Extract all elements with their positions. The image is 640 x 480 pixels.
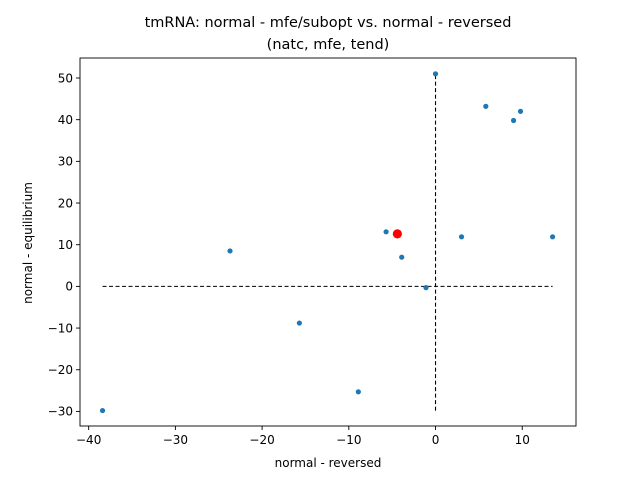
data-point-0 <box>99 407 106 414</box>
y-tick-label-3: 0 <box>65 280 73 294</box>
y-tick-label-6: 30 <box>58 155 73 169</box>
x-tick-label-3: −10 <box>336 433 361 447</box>
y-tick-label-5: 20 <box>58 196 73 210</box>
y-tick-label-7: 40 <box>58 113 73 127</box>
data-point-2 <box>296 320 302 326</box>
data-point-12 <box>549 234 556 240</box>
data-point-11 <box>517 108 524 114</box>
y-tick-label-1: −20 <box>48 363 73 377</box>
y-tick-label-4: 10 <box>58 238 73 252</box>
x-tick-label-5: 10 <box>515 433 530 447</box>
chart-title-line1: tmRNA: normal - mfe/subopt vs. normal - … <box>145 15 512 31</box>
y-tick-label-2: −10 <box>48 321 73 335</box>
x-tick-label-4: 0 <box>432 433 440 447</box>
chart-title-line2: (natc, mfe, tend) <box>267 37 390 53</box>
y-tick-label-0: −30 <box>48 405 73 419</box>
data-point-9 <box>483 103 489 109</box>
highlight-point-0 <box>392 229 402 239</box>
plot-frame <box>79 57 577 427</box>
x-tick-label-1: −30 <box>163 433 188 447</box>
x-tick-label-2: −20 <box>249 433 274 447</box>
y-tick-label-8: 50 <box>58 71 73 85</box>
data-point-10 <box>510 117 517 124</box>
data-point-7 <box>432 71 439 77</box>
x-axis-label: normal - reversed <box>275 456 382 470</box>
data-point-4 <box>383 229 389 235</box>
data-point-3 <box>355 389 361 395</box>
data-point-8 <box>458 234 465 240</box>
x-tick-label-0: −40 <box>76 433 101 447</box>
y-axis-label: normal - equilibrium <box>21 182 35 304</box>
data-point-5 <box>399 254 405 260</box>
data-point-1 <box>227 248 233 254</box>
data-point-6 <box>423 285 429 291</box>
